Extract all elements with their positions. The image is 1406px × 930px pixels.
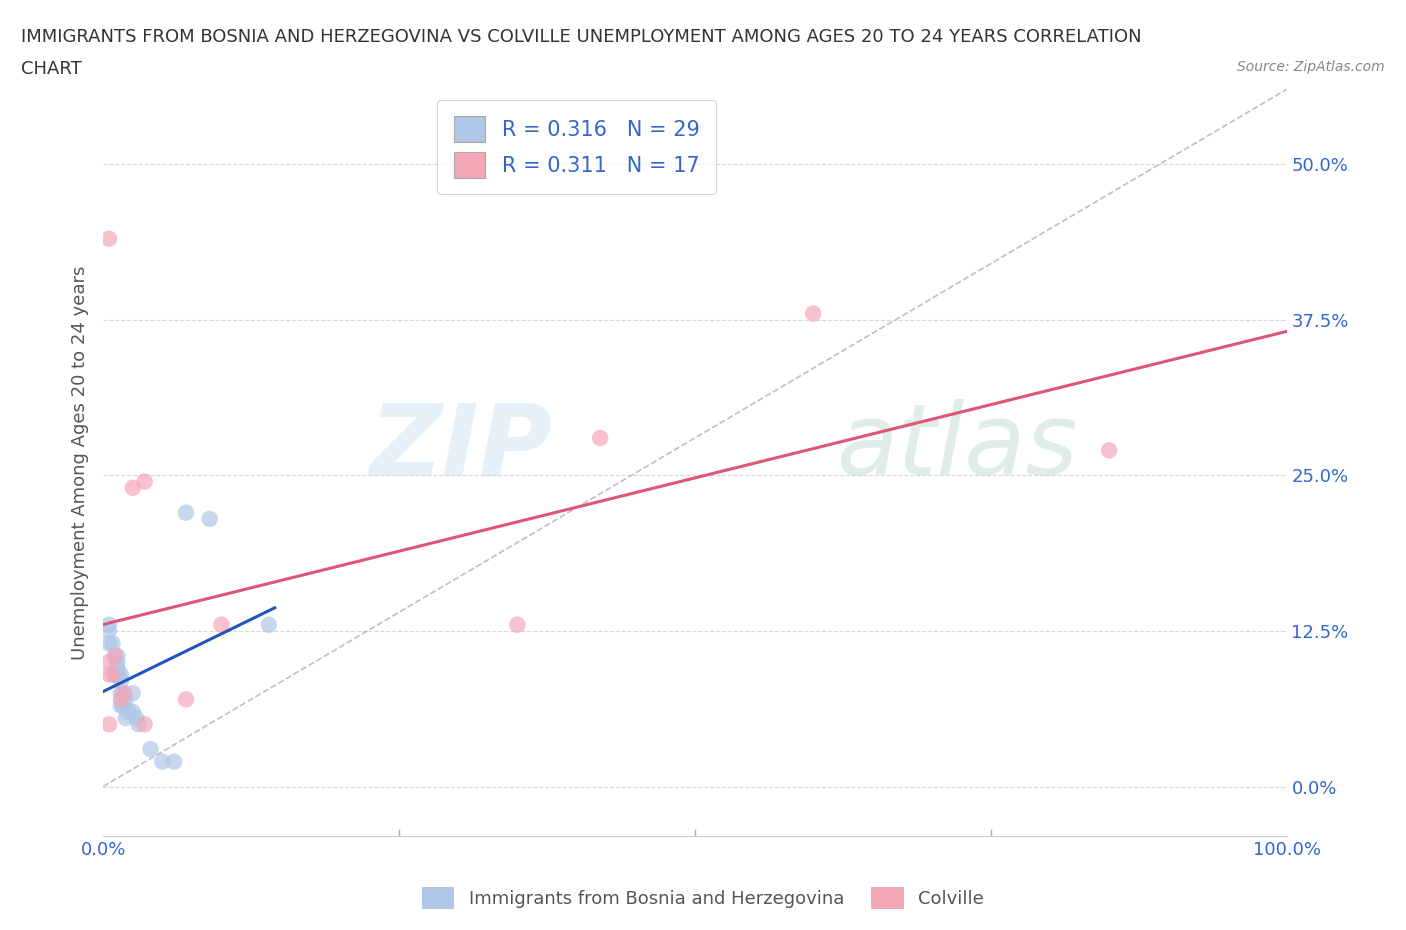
Point [114,685,136,700]
Point [174,692,197,707]
Point [110,673,132,688]
Point [114,692,136,707]
Point [134,474,156,489]
Point [98,232,121,246]
Point [174,505,197,520]
Point [257,618,280,632]
Point [139,742,162,757]
Point [198,512,221,526]
Point [114,711,136,725]
Point [110,692,132,707]
Point [128,717,150,732]
Point [101,636,124,651]
Point [101,667,124,682]
Point [110,698,132,713]
Point [98,667,121,682]
Point [506,618,529,632]
Text: IMMIGRANTS FROM BOSNIA AND HERZEGOVINA VS COLVILLE UNEMPLOYMENT AMONG AGES 20 TO: IMMIGRANTS FROM BOSNIA AND HERZEGOVINA V… [21,28,1142,46]
Point [105,661,128,676]
Point [98,636,121,651]
Text: Source: ZipAtlas.com: Source: ZipAtlas.com [1237,60,1385,74]
Point [110,667,132,682]
Y-axis label: Unemployment Among Ages 20 to 24 years: Unemployment Among Ages 20 to 24 years [72,266,89,660]
Point [121,480,143,495]
Point [110,685,132,700]
Point [104,648,127,663]
Text: CHART: CHART [21,60,82,78]
Point [121,685,143,700]
Point [105,648,128,663]
Point [117,704,139,719]
Point [211,618,233,632]
Point [112,698,135,713]
Point [125,711,148,725]
Point [1098,443,1121,458]
Point [104,667,127,682]
Point [801,306,824,321]
Point [105,667,128,682]
Point [98,623,121,638]
Point [104,648,127,663]
Point [98,618,121,632]
Legend: R = 0.316   N = 29, R = 0.311   N = 17: R = 0.316 N = 29, R = 0.311 N = 17 [437,100,716,194]
Point [163,754,186,769]
Point [121,704,143,719]
Legend: Immigrants from Bosnia and Herzegovina, Colville: Immigrants from Bosnia and Herzegovina, … [415,880,991,916]
Text: ZIP: ZIP [370,399,553,497]
Point [98,655,121,670]
Point [98,717,121,732]
Point [105,655,128,670]
Text: atlas: atlas [837,399,1078,497]
Point [112,685,135,700]
Point [589,431,612,445]
Point [134,717,156,732]
Point [150,754,173,769]
